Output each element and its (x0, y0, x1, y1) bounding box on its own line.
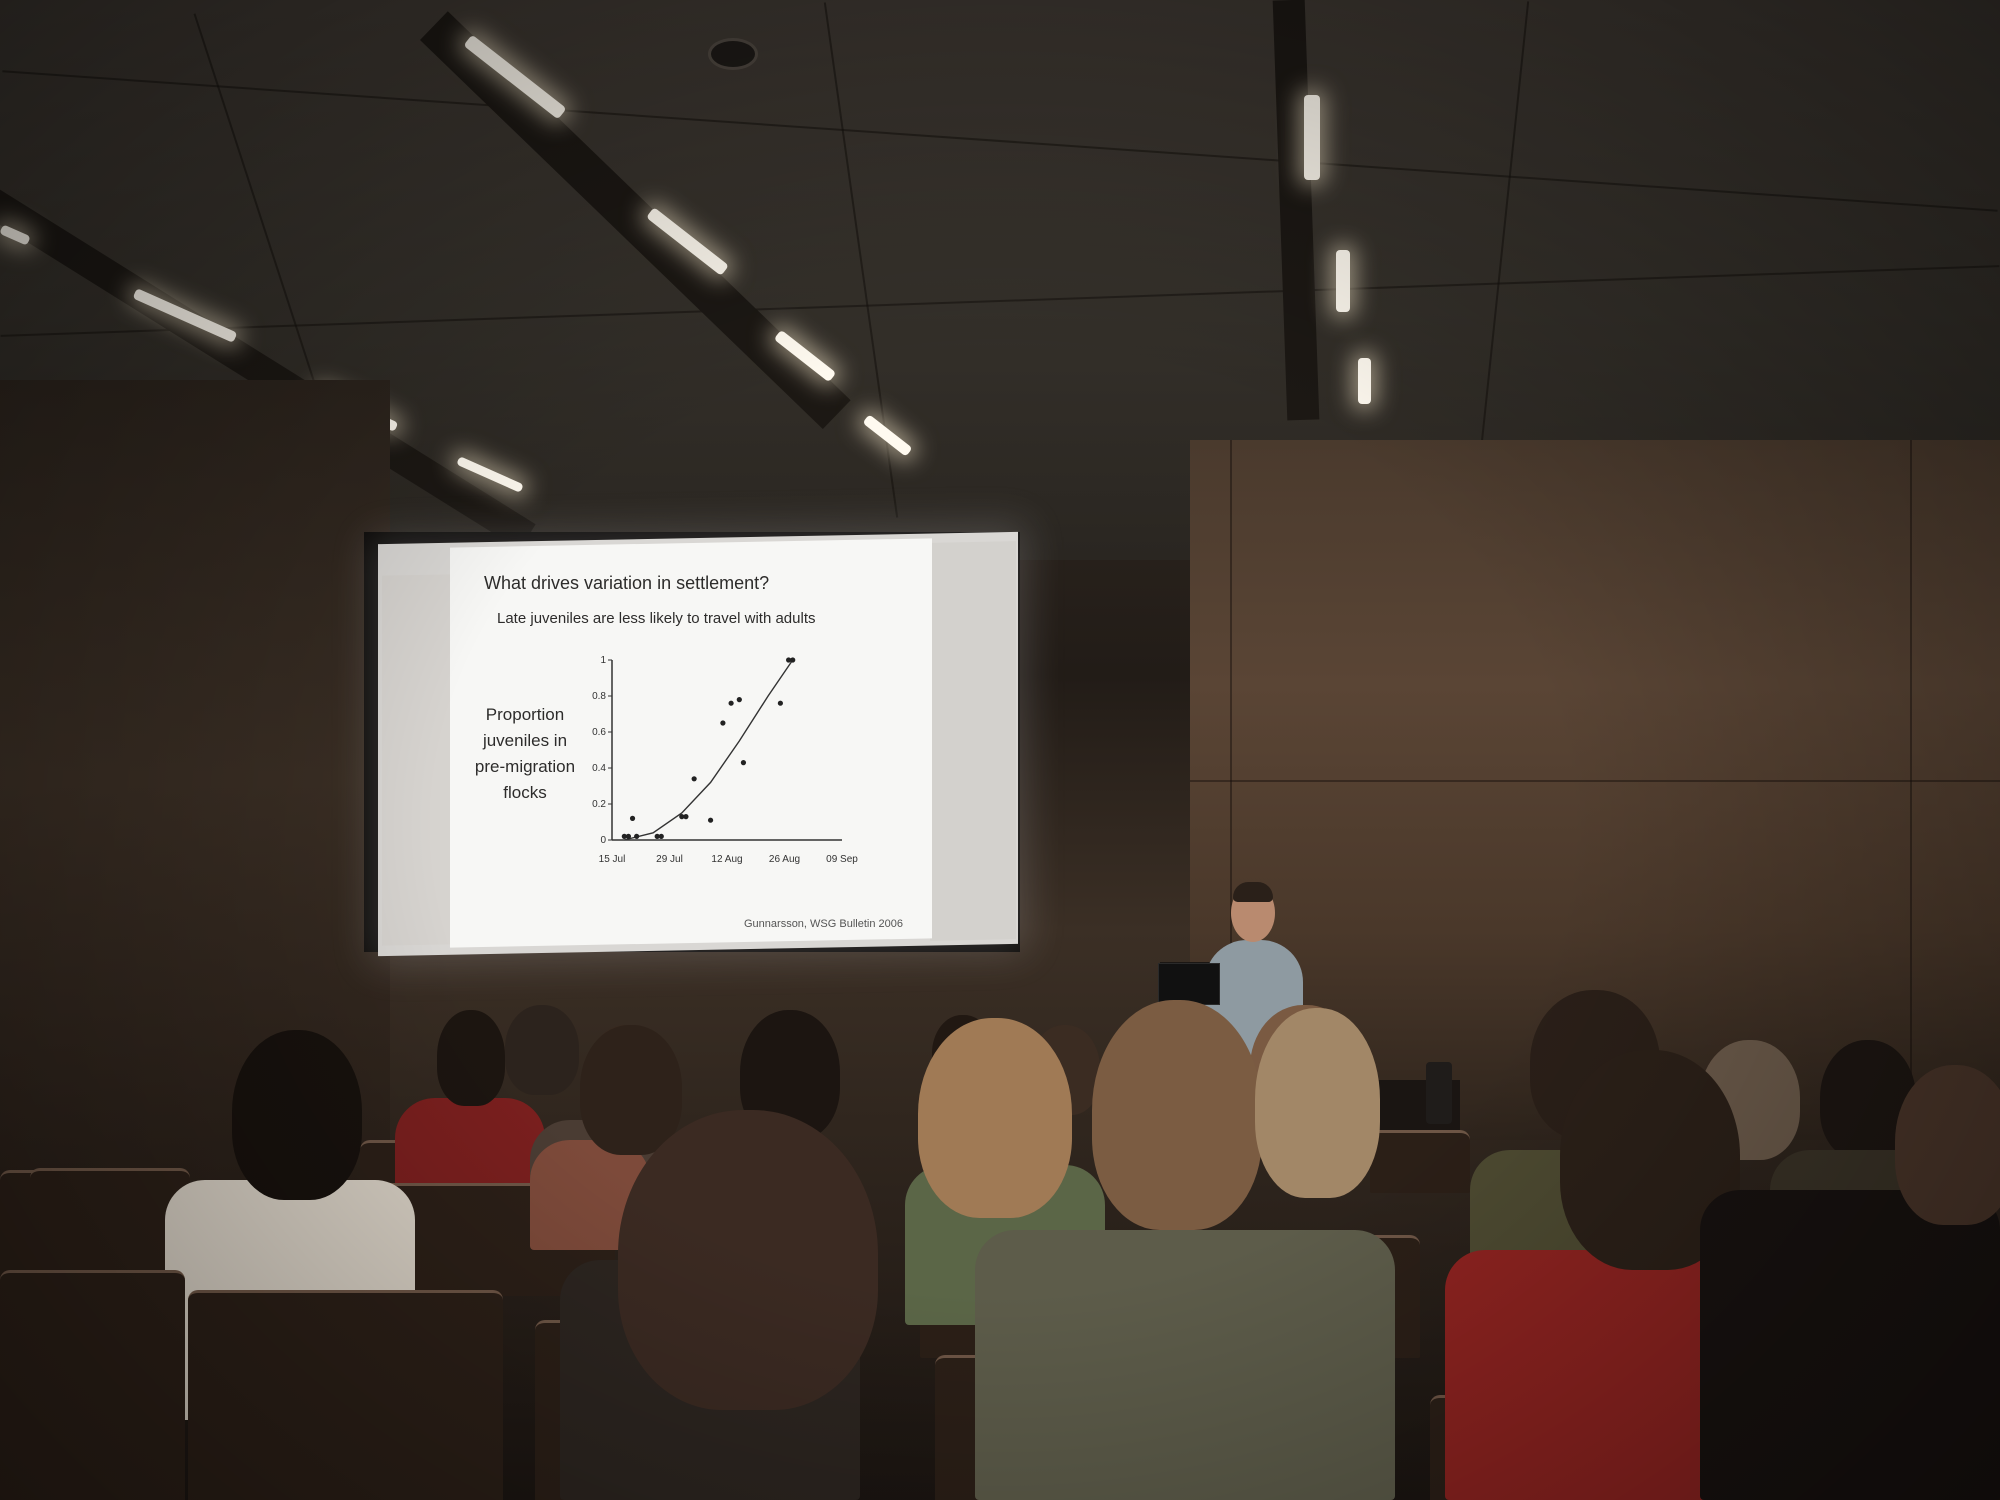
scatter-chart: 0 0.2 0.4 0.6 0.8 1 15 Jul 29 Jul 12 Aug 26 Aug 09… (592, 655, 858, 865)
data-point (679, 814, 685, 820)
audience-head (918, 1018, 1072, 1218)
audience-head (232, 1030, 362, 1200)
audience-head (1092, 1000, 1262, 1230)
x-tick-label: 12 Aug (711, 854, 742, 865)
y-tick-label: 1 (600, 655, 606, 666)
slide-title: What drives variation in settlement? (484, 573, 770, 593)
data-point (777, 700, 783, 706)
audience-head (505, 1005, 579, 1095)
data-point (740, 760, 747, 766)
wall-panel-line (1910, 440, 1912, 1140)
slide-margin-left (382, 574, 452, 946)
slide-subtitle: Late juveniles are less likely to travel… (497, 610, 816, 627)
y-tick-label: 0.2 (592, 799, 606, 810)
audience-head (437, 1010, 505, 1106)
data-point (683, 814, 689, 820)
audience-member (975, 1230, 1395, 1500)
data-point (790, 657, 796, 663)
audience-member (1445, 1250, 1745, 1500)
y-tick-label: 0.6 (592, 727, 606, 738)
data-point (728, 700, 734, 706)
y-tick-label: 0 (600, 835, 606, 846)
audience-chair (30, 1168, 190, 1281)
audience-head (1895, 1065, 2000, 1225)
x-tick-label: 09 Sep (826, 854, 858, 865)
ceiling-speaker (708, 38, 758, 70)
speaker-hair (1233, 882, 1273, 902)
water-pitcher (1426, 1062, 1452, 1124)
audience-head (580, 1025, 682, 1155)
audience-head-bald (618, 1110, 878, 1410)
data-point (786, 657, 792, 663)
ceiling-light (1336, 250, 1350, 312)
x-tick-label: 26 Aug (769, 854, 800, 865)
x-tick-label: 29 Jul (656, 854, 683, 865)
audience-chair (1370, 1130, 1470, 1193)
laptop (1158, 963, 1220, 1005)
data-point (691, 776, 697, 782)
data-point (625, 833, 632, 839)
data-point (736, 697, 742, 703)
chart-y-axis-label: Proportion juveniles in pre-migration fl… (474, 705, 576, 802)
slide-margin-right (930, 541, 1016, 941)
fit-curve (624, 659, 794, 841)
audience-head (1255, 1008, 1380, 1198)
x-tick-label: 15 Jul (599, 854, 626, 865)
ceiling-light (1358, 358, 1371, 404)
wall-panel-line (1230, 440, 1232, 1140)
data-point (629, 815, 636, 821)
data-point (658, 833, 664, 839)
data-point (654, 833, 660, 839)
data-point (707, 817, 714, 823)
data-point (634, 833, 640, 839)
audience-chair (0, 1270, 185, 1500)
ceiling-light (1304, 95, 1320, 180)
audience-member (1700, 1190, 2000, 1500)
data-point (720, 720, 726, 726)
slide-citation: Gunnarsson, WSG Bulletin 2006 (744, 918, 903, 930)
y-tick-label: 0.8 (592, 691, 606, 702)
audience-chair (188, 1290, 503, 1500)
wall-panel-line (1190, 780, 2000, 782)
y-tick-label: 0.4 (592, 763, 606, 774)
data-point (621, 833, 627, 839)
